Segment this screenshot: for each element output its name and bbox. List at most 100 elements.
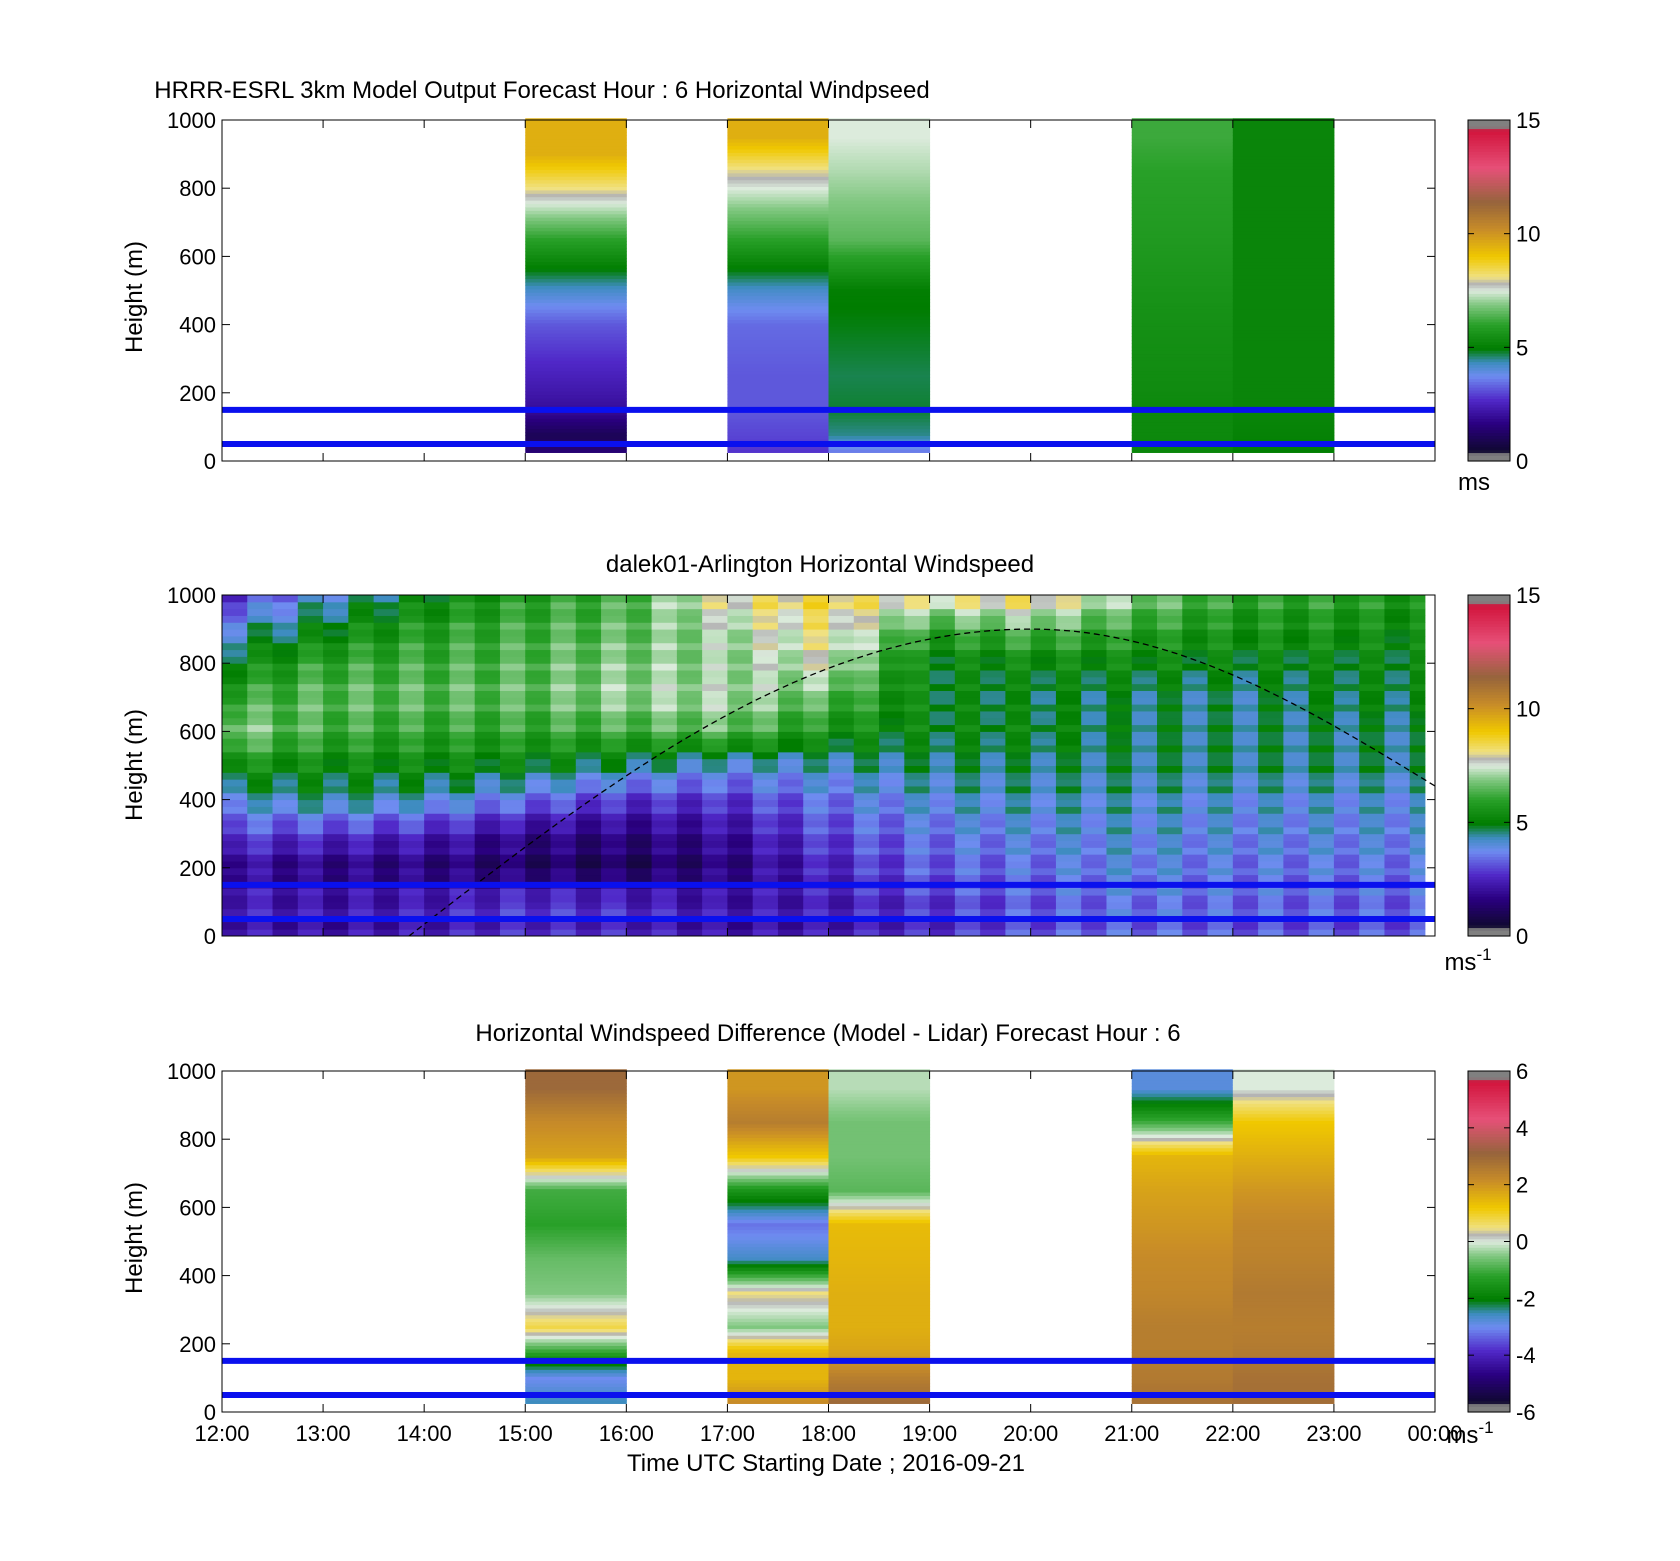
heatmap-cell bbox=[651, 622, 678, 630]
heatmap-cell bbox=[727, 128, 829, 133]
heatmap-cell bbox=[474, 847, 501, 855]
heatmap-cell bbox=[1384, 826, 1411, 835]
heatmap-cell bbox=[954, 745, 981, 753]
heatmap-cell bbox=[424, 820, 450, 828]
heatmap-cell bbox=[1409, 799, 1426, 807]
heatmap-cell bbox=[727, 370, 829, 375]
heatmap-cell bbox=[1106, 622, 1133, 630]
heatmap-cell bbox=[929, 779, 956, 787]
heatmap-cell bbox=[1283, 820, 1310, 828]
heatmap-cell bbox=[449, 833, 476, 842]
heatmap-cell bbox=[474, 615, 501, 623]
heatmap-cell bbox=[297, 595, 324, 603]
heatmap-cell bbox=[348, 642, 375, 651]
heatmap-cell bbox=[1232, 1154, 1335, 1159]
heatmap-cell bbox=[449, 813, 476, 821]
heatmap-cell bbox=[1131, 867, 1158, 876]
heatmap-cell bbox=[828, 1229, 931, 1234]
heatmap-cell bbox=[449, 772, 476, 780]
heatmap-cell bbox=[828, 418, 931, 423]
heatmap-cell bbox=[222, 731, 248, 739]
heatmap-cell bbox=[1333, 717, 1360, 726]
heatmap-cell bbox=[1232, 336, 1335, 341]
heatmap-cell bbox=[525, 1284, 627, 1289]
heatmap-cell bbox=[424, 867, 450, 876]
heatmap-cell bbox=[879, 813, 905, 821]
heatmap-cell bbox=[929, 690, 956, 698]
heatmap-cell bbox=[297, 710, 324, 719]
heatmap-cell bbox=[398, 683, 425, 691]
heatmap-cell bbox=[1283, 813, 1310, 821]
heatmap-cell bbox=[1131, 148, 1234, 153]
heatmap-cell bbox=[828, 414, 931, 419]
heatmap-cell bbox=[323, 690, 349, 698]
heatmap-cell bbox=[1308, 690, 1335, 698]
heatmap-cell bbox=[1131, 901, 1158, 910]
heatmap-cell bbox=[1131, 1335, 1234, 1340]
heatmap-cell bbox=[904, 710, 931, 719]
heatmap-cell bbox=[1182, 751, 1209, 760]
heatmap-cell bbox=[929, 683, 956, 691]
heatmap-cell bbox=[1232, 867, 1259, 876]
heatmap-cell bbox=[777, 595, 804, 603]
heatmap-cell bbox=[879, 601, 905, 610]
heatmap-cell bbox=[525, 418, 627, 423]
heatmap-cell bbox=[1333, 867, 1360, 876]
heatmap-cell bbox=[828, 1079, 931, 1084]
heatmap-cell bbox=[1232, 1267, 1335, 1271]
heatmap-cell bbox=[1157, 751, 1183, 760]
heatmap-cell bbox=[1131, 288, 1234, 293]
colorbar-tick-label: 15 bbox=[1516, 583, 1540, 608]
heatmap-cell bbox=[525, 799, 552, 807]
heatmap-cell bbox=[525, 1325, 627, 1329]
heatmap-cell bbox=[449, 867, 476, 876]
heatmap-cell bbox=[1232, 1348, 1335, 1353]
heatmap-cell bbox=[297, 860, 324, 869]
heatmap-cell bbox=[474, 867, 501, 876]
heatmap-cell bbox=[651, 785, 678, 794]
heatmap-cell bbox=[424, 683, 450, 691]
heatmap-cell bbox=[323, 833, 349, 842]
heatmap-cell bbox=[1131, 360, 1234, 365]
heatmap-cell bbox=[525, 162, 627, 167]
heatmap-cell bbox=[1131, 785, 1158, 794]
heatmap-cell bbox=[727, 241, 829, 245]
heatmap-cell bbox=[1131, 380, 1234, 385]
heatmap-cell bbox=[626, 656, 653, 664]
heatmap-cell bbox=[853, 874, 880, 882]
heatmap-cell bbox=[601, 601, 627, 610]
heatmap-cell bbox=[828, 1181, 931, 1186]
heatmap-cell bbox=[348, 792, 375, 801]
heatmap-cell bbox=[1308, 799, 1335, 807]
heatmap-cell bbox=[449, 738, 476, 746]
heatmap-cell bbox=[626, 820, 653, 828]
heatmap-cell bbox=[651, 751, 678, 760]
heatmap-cell bbox=[1030, 629, 1057, 637]
heatmap-cell bbox=[373, 656, 400, 664]
y-tick-label: 400 bbox=[179, 788, 216, 813]
heatmap-cell bbox=[1359, 833, 1385, 842]
heatmap-cell bbox=[1005, 792, 1032, 801]
heatmap-cell bbox=[828, 428, 931, 433]
heatmap-cell bbox=[1182, 806, 1209, 814]
heatmap-cell bbox=[1131, 421, 1234, 426]
heatmap-cell bbox=[752, 840, 779, 848]
heatmap-cell bbox=[828, 319, 931, 324]
heatmap-cell bbox=[1409, 833, 1426, 842]
heatmap-cell bbox=[474, 690, 501, 698]
heatmap-cell bbox=[1232, 339, 1335, 344]
heatmap-cell bbox=[727, 336, 829, 341]
heatmap-cell bbox=[1232, 281, 1335, 286]
heatmap-cell bbox=[247, 888, 274, 896]
heatmap-cell bbox=[1207, 724, 1234, 732]
heatmap-cell bbox=[525, 1079, 627, 1084]
heatmap-cell bbox=[525, 1123, 627, 1128]
heatmap-cell bbox=[1131, 183, 1234, 187]
heatmap-cell bbox=[676, 751, 703, 760]
heatmap-cell bbox=[727, 322, 829, 327]
heatmap-cell bbox=[1131, 432, 1234, 436]
heatmap-cell bbox=[727, 404, 829, 409]
heatmap-cell bbox=[929, 622, 956, 630]
heatmap-cell bbox=[1409, 683, 1426, 691]
heatmap-cell bbox=[601, 635, 627, 644]
